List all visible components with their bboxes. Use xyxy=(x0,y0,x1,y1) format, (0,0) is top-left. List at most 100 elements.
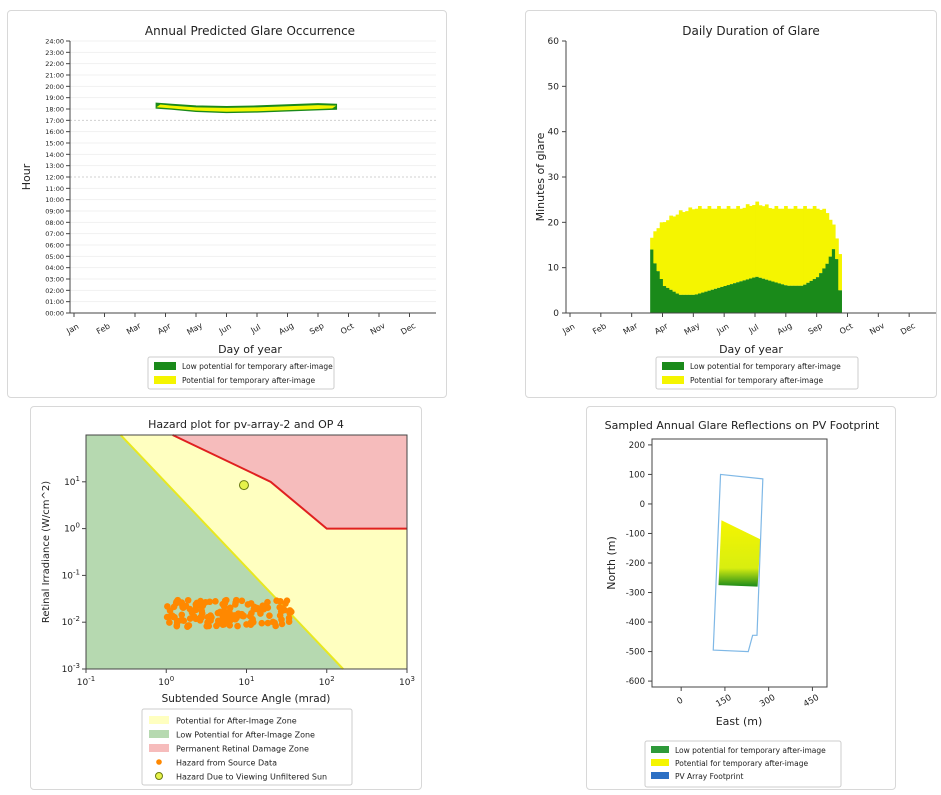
chart2-bar-potential xyxy=(669,215,674,290)
chart2-bar-low xyxy=(653,263,658,313)
chart2-x-tick-label: Jan xyxy=(560,322,576,336)
chart1-x-label: Day of year xyxy=(218,343,282,356)
chart1-x-tick-label: Feb xyxy=(95,321,112,336)
chart2-bar-low xyxy=(822,268,827,313)
chart3-source-point xyxy=(234,622,241,630)
chart2-x-tick-label: Aug xyxy=(776,321,794,337)
chart2-bar-low xyxy=(790,285,795,313)
chart2-bar-potential xyxy=(656,228,661,272)
chart2-bar-potential xyxy=(835,238,839,260)
glare-occurrence-chart: Annual Predicted Glare Occurrence 00:00 01… xyxy=(20,24,436,390)
chart2-bar-low xyxy=(755,276,760,313)
chart2-bar-potential xyxy=(723,208,728,286)
chart1-legend-potential-label: Potential for temporary after-image xyxy=(182,376,315,385)
chart1-y-tick-label: 12:00 xyxy=(45,174,64,182)
chart3-source-point xyxy=(197,602,205,610)
chart2-bar-potential xyxy=(745,204,750,280)
chart3-title: Hazard plot for pv-array-2 and OP 4 xyxy=(148,418,344,431)
chart1-y-tick-label: 04:00 xyxy=(45,264,64,272)
chart2-bar-potential xyxy=(742,207,747,281)
hazard-plot-chart: Hazard plot for pv-array-2 and OP 410-1 1… xyxy=(41,418,415,786)
chart2-bar-potential xyxy=(650,237,654,250)
chart4-x-tick-label: 300 xyxy=(758,693,777,710)
chart4-y-tick-label: 0 xyxy=(640,500,645,510)
chart2-bar-low xyxy=(809,280,814,313)
chart3-source-point xyxy=(184,623,191,631)
chart2-x-tick-label: May xyxy=(683,321,702,337)
chart2-bar-potential xyxy=(761,206,766,279)
chart1-y-label: Hour xyxy=(20,163,33,190)
chart2-bar-potential xyxy=(685,211,689,295)
chart2-bar-potential xyxy=(831,224,836,250)
chart3-source-point xyxy=(282,600,289,607)
chart2-bar-potential xyxy=(799,208,804,286)
chart2-bar-potential xyxy=(806,208,811,283)
chart1-legend-low-swatch xyxy=(154,362,176,370)
chart4-legend-swatch xyxy=(651,746,669,753)
chart2-bar-potential xyxy=(697,206,702,294)
chart1-y-tick-label: 00:00 xyxy=(45,310,64,318)
chart2-y-tick-label: 60 xyxy=(548,37,560,47)
chart1-y-tick-label: 07:00 xyxy=(45,230,64,238)
chart4-legend xyxy=(644,740,842,788)
chart2-legend-potential-label: Potential for temporary after-image xyxy=(690,376,823,385)
chart2-bar-low xyxy=(666,287,670,313)
chart2-bar-potential xyxy=(688,207,693,295)
glare-occurrence-panel: Annual Predicted Glare Occurrence 00:00 01… xyxy=(7,10,447,398)
chart3-source-point xyxy=(276,597,284,605)
chart1-y-tick-label: 10:00 xyxy=(45,196,64,204)
chart1-x-tick-label: Jun xyxy=(217,322,233,337)
chart3-source-point xyxy=(285,614,293,622)
chart1-y-tick-label: 21:00 xyxy=(45,72,64,80)
chart1-y-tick-label: 11:00 xyxy=(45,185,64,193)
chart2-bar-potential xyxy=(780,208,785,285)
chart4-y-tick-label: -500 xyxy=(626,648,645,658)
chart4-y-tick-label: 100 xyxy=(629,470,645,480)
chart2-bar-potential xyxy=(793,206,798,286)
chart1-potential-band xyxy=(156,104,337,112)
chart2-bar-low xyxy=(662,286,667,313)
chart2-legend xyxy=(655,356,859,390)
chart3-source-point xyxy=(227,611,235,619)
chart3-legend-label: Low Potential for After-Image Zone xyxy=(176,731,315,740)
chart3-source-point xyxy=(212,598,219,605)
chart3-legend-label: Hazard from Source Data xyxy=(176,759,277,768)
chart2-bar-low xyxy=(835,259,839,313)
chart1-y-tick-label: 14:00 xyxy=(45,151,64,159)
chart2-bar-low xyxy=(659,279,664,313)
chart2-bar-low xyxy=(672,291,677,313)
chart3-x-tick-label: 103 xyxy=(399,675,415,688)
chart2-bar-low xyxy=(685,294,689,313)
chart2-x-tick-label: Sep xyxy=(807,321,825,336)
chart3-y-tick-label: 100 xyxy=(64,522,80,535)
chart1-y-tick-label: 23:00 xyxy=(45,49,64,57)
chart1-legend-low-label: Low potential for temporary after-image xyxy=(182,362,333,371)
chart2-x-tick-label: Jul xyxy=(746,323,760,336)
chart1-y-tick-label: 20:00 xyxy=(45,83,64,91)
chart2-bar-potential xyxy=(739,208,744,282)
chart2-bar-potential xyxy=(729,208,734,285)
chart2-bar-low xyxy=(669,289,674,313)
chart3-source-point xyxy=(233,596,240,604)
chart2-bar-low xyxy=(819,273,823,313)
chart2-x-tick-label: Dec xyxy=(899,321,917,337)
chart3-source-point xyxy=(286,607,294,614)
chart3-source-point xyxy=(186,605,194,613)
chart2-bar-low xyxy=(678,294,683,313)
chart2-legend-low-swatch xyxy=(662,362,684,370)
chart2-bar-potential xyxy=(672,216,677,292)
chart2-y-tick-label: 30 xyxy=(548,173,560,183)
chart3-y-tick-label: 101 xyxy=(64,475,80,488)
chart1-x-tick-label: May xyxy=(185,321,204,337)
chart3-legend-swatch xyxy=(149,744,169,752)
chart2-bar-low xyxy=(656,271,661,313)
chart2-bar-low xyxy=(838,290,842,313)
chart3-source-point xyxy=(215,617,222,625)
chart3-legend-swatch xyxy=(149,716,169,724)
chart1-y-tick-label: 01:00 xyxy=(45,298,64,306)
chart2-y-tick-label: 50 xyxy=(548,82,560,92)
chart4-x-tick-label: 450 xyxy=(802,693,821,710)
chart2-bar-low xyxy=(780,284,785,313)
chart2-bar-potential xyxy=(815,208,820,278)
chart2-bar-potential xyxy=(682,212,686,295)
